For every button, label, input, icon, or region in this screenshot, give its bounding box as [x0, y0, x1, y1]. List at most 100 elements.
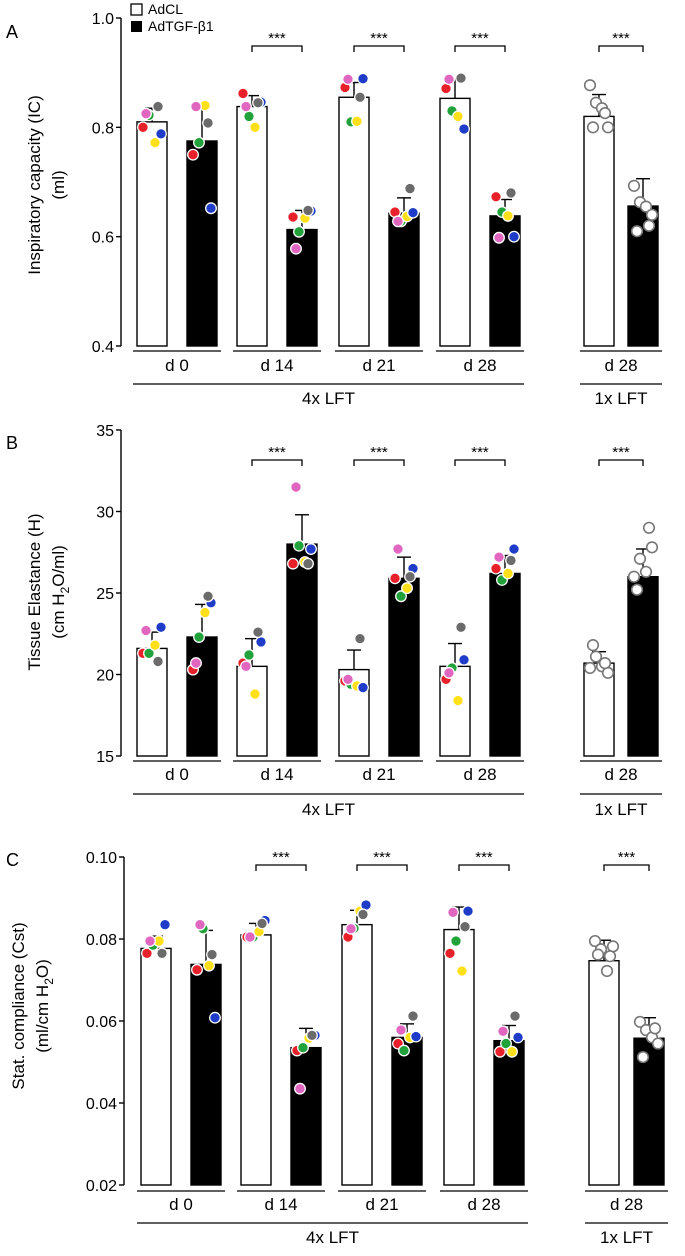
panel-b-ylabel-line1: Tissue Elastance (H): [25, 513, 44, 670]
panel-a-data-point: [490, 190, 502, 203]
panel-c-data-point: [141, 947, 153, 960]
panel-c-significance-bracket: [603, 864, 650, 871]
panel-a-data-point: [205, 202, 217, 215]
panel-c-data-point: [450, 935, 462, 948]
panel-a-data-point: [140, 107, 152, 120]
panel-a-data-point: [155, 127, 167, 140]
panel-c-data-point: [306, 1029, 318, 1042]
panel-a-data-point: [639, 200, 653, 213]
panel-a-data-point: [287, 211, 299, 223]
panel-c-significance-label: ***: [475, 849, 493, 866]
panel-b-data-point: [502, 567, 514, 580]
panel-b-ytick-label: 35: [96, 423, 114, 440]
panel-b-ylabel-line2: (cm H2O/ml): [49, 545, 72, 639]
panel-b-category-label: d 28: [604, 765, 637, 784]
panel-c-data-point: [603, 950, 617, 963]
panel-c-data-point: [395, 1024, 407, 1036]
panel-a-data-point: [351, 115, 363, 128]
panel-a-significance-bracket: [353, 45, 405, 52]
panel-b-significance-label: ***: [612, 444, 630, 461]
panel-b-significance-label: ***: [370, 444, 388, 461]
panel-b-data-point: [342, 673, 354, 686]
panel-b-data-point: [493, 551, 505, 564]
panel-b-data-point: [290, 481, 302, 494]
panel-c-significance-bracket: [255, 864, 307, 871]
panel-b-data-point: [255, 635, 267, 648]
panel-a-data-point: [443, 73, 455, 86]
panel-a-data-point: [193, 136, 205, 149]
panel-c-data-point: [407, 1010, 419, 1023]
panel-a-category-label: d 28: [463, 356, 496, 375]
panel-b-data-point: [443, 666, 455, 679]
panel-a-data-point: [455, 72, 467, 85]
panel-b-data-point: [392, 543, 404, 555]
panel-a-data-point: [240, 100, 252, 113]
panel-a-ytick-label: 0.4: [92, 339, 114, 356]
panel-a-group-label: 4x LFT: [302, 389, 355, 408]
panel-b-data-point: [601, 666, 615, 679]
panel-b-ylabel-suffix: O/ml): [49, 545, 68, 587]
panel-c-data-point: [591, 948, 605, 961]
panel-a-data-point: [249, 121, 261, 134]
panel-b-data-point: [395, 590, 407, 603]
legend: AdCL AdTGF-β1: [130, 1, 214, 34]
panel-b-data-point: [583, 661, 597, 675]
panel-b-data-point: [190, 657, 202, 670]
panel-b-group-label: 1x LFT: [595, 800, 648, 819]
panel-a-bar-control: [236, 105, 268, 347]
panel-c-category-label: d 28: [467, 1195, 500, 1214]
panel-c-data-point: [500, 1037, 512, 1050]
panel-c-data-point: [144, 935, 156, 948]
panel-a-bar-treatment: [186, 140, 218, 347]
panel-a-data-point: [586, 121, 600, 134]
panel-c-data-point: [456, 965, 468, 977]
panel-c-data-point: [410, 1030, 422, 1043]
panel-b-data-point: [302, 557, 314, 570]
panel-a: A Inspiratory capacity (IC) (ml) 0.40.60…: [6, 11, 662, 408]
panel-b-data-point: [627, 570, 641, 583]
panel-a-bar-control: [338, 96, 370, 347]
panel-c-data-point: [506, 1045, 518, 1058]
panel-b-data-point: [455, 621, 467, 634]
panel-b-data-point: [252, 626, 264, 639]
panel-b-significance-bracket: [598, 459, 644, 466]
panel-c-group-label: 1x LFT: [600, 1228, 653, 1247]
panel-c-ytick-label: 0.04: [86, 1096, 117, 1113]
panel-c-bar-treatment: [190, 963, 222, 1186]
panel-b-bar-treatment: [186, 636, 218, 757]
panel-c-category-label: d 28: [610, 1195, 643, 1214]
panel-c-data-point: [256, 917, 268, 930]
panel-b-category-label: d 28: [463, 765, 496, 784]
panel-b-data-point: [155, 621, 167, 634]
panel-b-data-point: [452, 694, 464, 707]
panel-b-significance-bracket: [353, 459, 405, 466]
panel-c-bar-control: [443, 928, 475, 1186]
panel-b-data-point: [633, 552, 647, 565]
panel-c-ytick-label: 0.02: [86, 1178, 117, 1195]
panel-c-bar-control: [140, 947, 172, 1186]
panel-b-data-point: [143, 647, 155, 660]
panel-b-data-point: [305, 543, 317, 555]
panel-c-data-point: [294, 1082, 306, 1095]
panel-a-significance-bracket: [454, 45, 506, 52]
panel-b-data-point: [598, 656, 612, 670]
panel-c-data-point: [345, 922, 357, 935]
panel-b-category-label: d 14: [260, 765, 293, 784]
panel-c: C Stat. compliance (Cst) (ml/cm H2O) 0.0…: [6, 849, 668, 1247]
panel-b-ytick-label: 25: [96, 586, 114, 603]
panel-b-data-point: [287, 557, 299, 570]
panel-b-bar-treatment: [489, 572, 521, 757]
panel-b-data-point: [152, 655, 164, 668]
panel-a-data-point: [452, 110, 464, 123]
panel-b-data-point: [389, 572, 401, 585]
panel-a-data-point: [645, 208, 659, 221]
panel-c-bar-treatment: [493, 1039, 525, 1186]
panel-a-plot: 0.4 0.6 0.8 1.0 d 0 *** d 14 *** d 21 *** d 28 *** d…: [92, 11, 662, 408]
panel-c-ytick-label: 0.06: [86, 1014, 117, 1031]
panel-c-category-label: d 14: [264, 1195, 297, 1214]
panel-a-data-point: [252, 96, 264, 109]
panel-c-data-point: [636, 1050, 650, 1064]
panel-b-data-point: [193, 631, 205, 643]
panel-c-bar-control: [240, 934, 272, 1186]
panel-a-data-point: [137, 121, 149, 134]
